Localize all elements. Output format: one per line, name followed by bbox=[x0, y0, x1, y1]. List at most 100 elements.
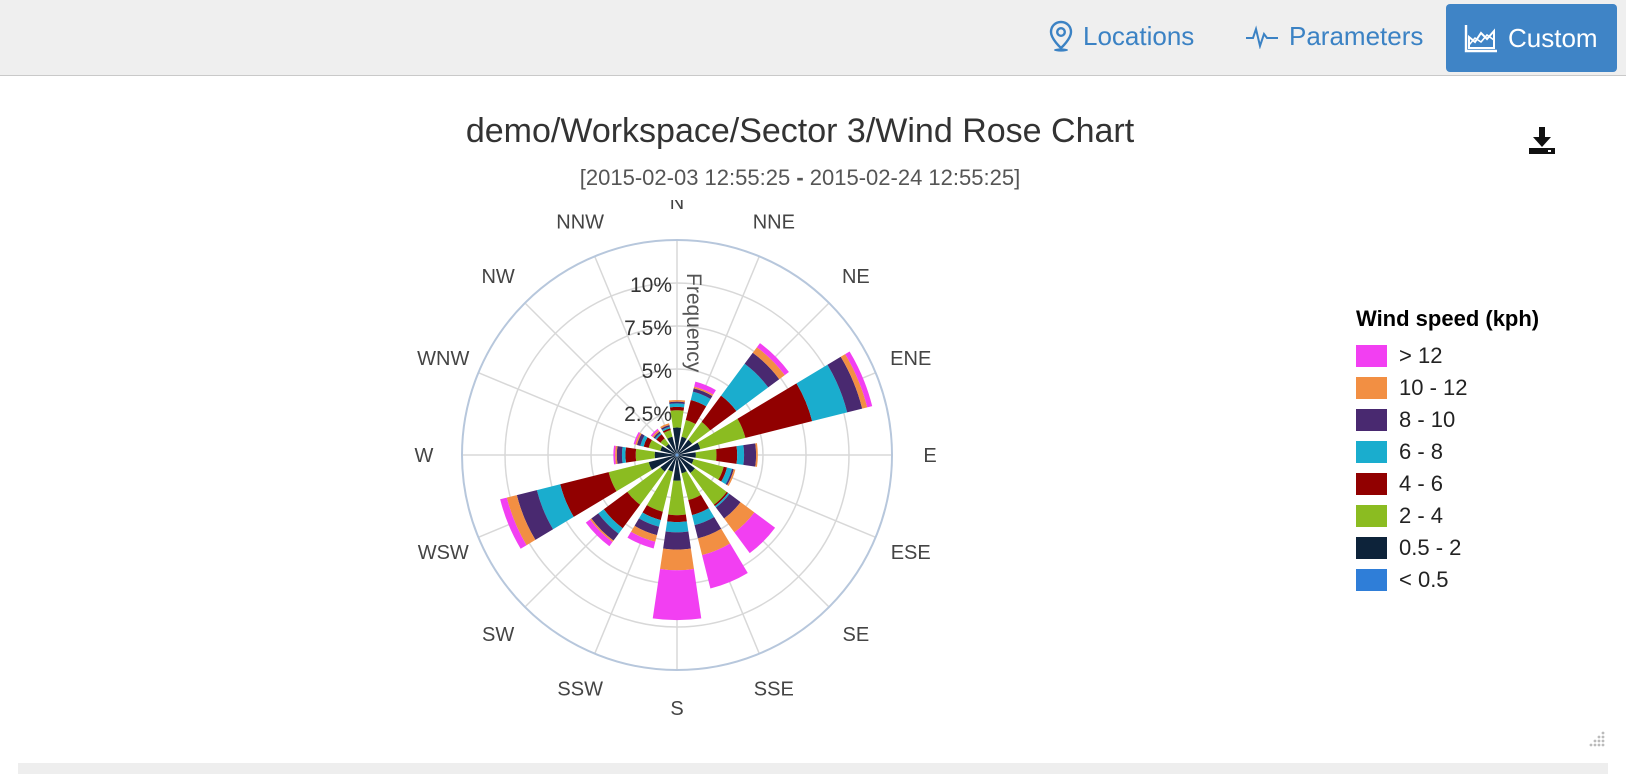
legend-item[interactable]: > 12 bbox=[1356, 340, 1539, 372]
wind-bar-segment[interactable] bbox=[500, 497, 527, 549]
wind-bar-segment[interactable] bbox=[752, 347, 785, 380]
legend-item[interactable]: 2 - 4 bbox=[1356, 500, 1539, 532]
wind-bar-segment[interactable] bbox=[701, 395, 737, 431]
wind-bar-segment[interactable] bbox=[613, 445, 616, 465]
custom-button[interactable]: Custom bbox=[1446, 4, 1617, 72]
wind-bar-segment[interactable] bbox=[692, 388, 713, 399]
download-icon[interactable] bbox=[1526, 124, 1558, 156]
wind-bar-segment[interactable] bbox=[603, 491, 641, 529]
wind-bar-segment[interactable] bbox=[665, 521, 689, 533]
wind-bar-segment[interactable] bbox=[660, 446, 676, 455]
wind-bar-segment[interactable] bbox=[690, 391, 711, 407]
wind-bar-segment[interactable] bbox=[721, 467, 733, 485]
wind-bar-segment[interactable] bbox=[627, 531, 656, 549]
wind-bar-segment[interactable] bbox=[681, 419, 696, 439]
wind-bar-segment[interactable] bbox=[690, 468, 727, 505]
wind-bar-segment[interactable] bbox=[516, 490, 554, 540]
resize-grip-icon[interactable] bbox=[1584, 728, 1606, 750]
wind-bar-segment[interactable] bbox=[678, 456, 695, 473]
wind-bar-segment[interactable] bbox=[677, 453, 678, 455]
wind-bar-segment[interactable] bbox=[677, 453, 679, 455]
wind-bar-segment[interactable] bbox=[676, 455, 678, 457]
wind-bar-segment[interactable] bbox=[660, 548, 694, 571]
wind-bar-segment[interactable] bbox=[677, 455, 678, 457]
wind-bar-segment[interactable] bbox=[589, 518, 614, 543]
wind-bar-segment[interactable] bbox=[677, 454, 679, 456]
wind-bar-segment[interactable] bbox=[681, 471, 701, 501]
wind-bar-segment[interactable] bbox=[673, 456, 681, 481]
wind-bar-segment[interactable] bbox=[660, 456, 676, 472]
wind-bar-segment[interactable] bbox=[796, 364, 848, 422]
wind-bar-segment[interactable] bbox=[643, 437, 652, 448]
wind-bar-segment[interactable] bbox=[667, 514, 687, 523]
wind-bar-segment[interactable] bbox=[636, 433, 645, 446]
wind-bar-segment[interactable] bbox=[621, 446, 626, 464]
wind-bar-segment[interactable] bbox=[688, 494, 709, 516]
legend-item[interactable]: 10 - 12 bbox=[1356, 372, 1539, 404]
wind-bar-segment[interactable] bbox=[694, 516, 722, 539]
wind-bar-segment[interactable] bbox=[685, 399, 707, 425]
wind-bar-segment[interactable] bbox=[654, 451, 676, 459]
wind-bar-segment[interactable] bbox=[635, 432, 642, 445]
wind-bar-segment[interactable] bbox=[634, 518, 660, 536]
legend-item[interactable]: 4 - 6 bbox=[1356, 468, 1539, 500]
wind-bar-segment[interactable] bbox=[536, 484, 574, 530]
legend-item[interactable]: 0.5 - 2 bbox=[1356, 532, 1539, 564]
wind-bar-segment[interactable] bbox=[702, 543, 748, 589]
wind-bar-segment[interactable] bbox=[676, 455, 677, 457]
wind-bar-segment[interactable] bbox=[697, 528, 731, 556]
wind-bar-segment[interactable] bbox=[642, 505, 663, 521]
wind-bar-segment[interactable] bbox=[688, 421, 711, 444]
wind-bar-segment[interactable] bbox=[646, 469, 673, 512]
wind-bar-segment[interactable] bbox=[845, 351, 873, 408]
wind-bar-segment[interactable] bbox=[648, 455, 676, 471]
wind-bar-segment[interactable] bbox=[598, 509, 623, 534]
wind-bar-segment[interactable] bbox=[653, 431, 661, 439]
wind-bar-segment[interactable] bbox=[650, 428, 659, 437]
wind-bar-segment[interactable] bbox=[654, 432, 662, 440]
wind-bar-segment[interactable] bbox=[714, 492, 730, 508]
wind-bar-segment[interactable] bbox=[668, 456, 677, 472]
wind-bar-segment[interactable] bbox=[676, 453, 677, 455]
parameters-button[interactable]: Parameters bbox=[1245, 0, 1423, 72]
wind-bar-segment[interactable] bbox=[668, 480, 686, 516]
wind-bar-segment[interactable] bbox=[625, 447, 637, 463]
wind-bar-segment[interactable] bbox=[695, 449, 717, 461]
wind-bar-segment[interactable] bbox=[677, 456, 687, 474]
wind-bar-segment[interactable] bbox=[660, 423, 670, 429]
wind-bar-segment[interactable] bbox=[669, 403, 685, 408]
wind-bar-segment[interactable] bbox=[678, 455, 694, 464]
wind-bar-segment[interactable] bbox=[697, 418, 746, 450]
wind-bar-segment[interactable] bbox=[640, 435, 648, 447]
wind-bar-segment[interactable] bbox=[725, 468, 734, 486]
wind-bar-segment[interactable] bbox=[670, 410, 684, 428]
wind-bar-segment[interactable] bbox=[676, 453, 678, 455]
wind-bar-segment[interactable] bbox=[677, 436, 687, 454]
wind-bar-segment[interactable] bbox=[669, 401, 685, 404]
wind-bar-segment[interactable] bbox=[663, 531, 691, 550]
wind-bar-segment[interactable] bbox=[718, 466, 728, 482]
wind-bar-segment[interactable] bbox=[675, 454, 677, 456]
wind-bar-segment[interactable] bbox=[721, 363, 769, 411]
legend-item[interactable]: 8 - 10 bbox=[1356, 404, 1539, 436]
horizontal-scrollbar[interactable] bbox=[18, 763, 1608, 774]
wind-bar-segment[interactable] bbox=[755, 443, 758, 467]
wind-bar-segment[interactable] bbox=[661, 426, 671, 432]
wind-bar-segment[interactable] bbox=[675, 453, 677, 455]
wind-bar-segment[interactable] bbox=[506, 495, 536, 546]
wind-bar-segment[interactable] bbox=[756, 343, 789, 376]
wind-bar-segment[interactable] bbox=[737, 383, 813, 438]
wind-bar-segment[interactable] bbox=[608, 462, 652, 492]
wind-bar-segment[interactable] bbox=[678, 442, 701, 455]
wind-bar-segment[interactable] bbox=[672, 427, 682, 454]
wind-bar-segment[interactable] bbox=[652, 568, 702, 621]
wind-bar-segment[interactable] bbox=[648, 439, 663, 451]
wind-bar-segment[interactable] bbox=[715, 493, 741, 519]
wind-bar-segment[interactable] bbox=[585, 519, 613, 547]
wind-bar-segment[interactable] bbox=[662, 428, 671, 433]
locations-button[interactable]: Locations bbox=[1049, 0, 1194, 72]
wind-bar-segment[interactable] bbox=[692, 508, 715, 526]
wind-bar-segment[interactable] bbox=[693, 386, 714, 396]
wind-bar-segment[interactable] bbox=[633, 432, 641, 445]
wind-bar-segment[interactable] bbox=[713, 491, 729, 507]
